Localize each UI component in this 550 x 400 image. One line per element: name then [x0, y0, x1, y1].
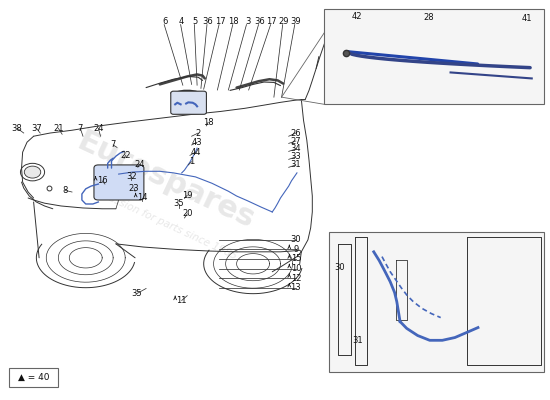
Text: 27: 27: [290, 136, 301, 146]
Text: 36: 36: [203, 17, 213, 26]
Text: 35: 35: [131, 289, 142, 298]
Text: 43: 43: [192, 138, 202, 147]
Text: 30: 30: [334, 263, 345, 272]
FancyBboxPatch shape: [94, 165, 144, 200]
Text: 11: 11: [177, 296, 187, 305]
Text: 22: 22: [120, 151, 131, 160]
Text: 35: 35: [174, 200, 184, 208]
Text: 23: 23: [129, 184, 139, 192]
Text: 31: 31: [290, 160, 301, 170]
Circle shape: [24, 166, 41, 178]
Text: 24: 24: [93, 124, 103, 133]
Text: 24: 24: [134, 160, 145, 169]
Text: 17: 17: [266, 17, 277, 26]
Text: 36: 36: [254, 17, 265, 26]
Text: Eurospares: Eurospares: [72, 126, 258, 234]
Text: 9: 9: [293, 245, 299, 254]
Text: 31: 31: [352, 336, 362, 345]
Text: 8: 8: [63, 186, 68, 195]
Text: 32: 32: [126, 172, 136, 181]
Text: 6: 6: [163, 17, 168, 26]
Text: 16: 16: [97, 176, 107, 185]
Text: 1: 1: [189, 157, 194, 166]
Bar: [329, 232, 544, 372]
Text: 44: 44: [190, 148, 201, 157]
Text: 4: 4: [179, 17, 184, 26]
FancyBboxPatch shape: [170, 91, 206, 114]
Text: ▲ = 40: ▲ = 40: [18, 373, 50, 382]
FancyBboxPatch shape: [9, 368, 58, 387]
Text: 34: 34: [290, 144, 301, 154]
Text: 38: 38: [12, 124, 23, 133]
Text: 28: 28: [424, 13, 434, 22]
Text: 41: 41: [522, 14, 532, 23]
Text: 20: 20: [182, 210, 192, 218]
Text: 19: 19: [182, 191, 192, 200]
Text: 33: 33: [290, 152, 301, 162]
Text: 10: 10: [290, 264, 301, 273]
Text: 30: 30: [290, 235, 301, 244]
Text: 7: 7: [111, 140, 116, 150]
Bar: [324, 9, 544, 104]
Text: 7: 7: [78, 124, 83, 133]
Text: 26: 26: [290, 128, 301, 138]
Text: 17: 17: [215, 17, 226, 26]
Text: 14: 14: [137, 193, 147, 202]
Text: 39: 39: [290, 17, 301, 26]
Text: 3: 3: [245, 17, 250, 26]
Text: 18: 18: [203, 118, 213, 127]
Text: 29: 29: [278, 17, 289, 26]
Text: 18: 18: [229, 17, 239, 26]
Text: 37: 37: [31, 124, 42, 133]
Text: 15: 15: [290, 254, 301, 264]
Text: 2: 2: [196, 128, 201, 138]
Text: 12: 12: [290, 274, 301, 283]
Text: 21: 21: [53, 124, 64, 133]
Text: 42: 42: [352, 12, 362, 21]
Text: 5: 5: [193, 17, 198, 26]
Text: 13: 13: [290, 283, 301, 292]
Text: a passion for parts since 1985: a passion for parts since 1985: [92, 186, 238, 262]
